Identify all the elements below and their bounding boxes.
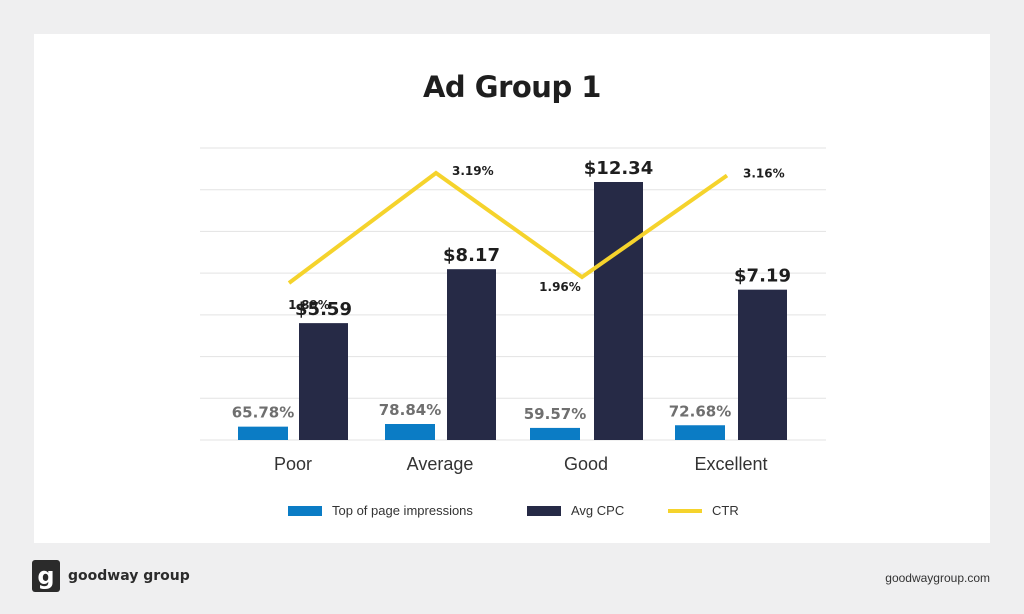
ctr-data-label: 3.16% (743, 167, 785, 181)
goodway-logo-icon: g (32, 560, 60, 592)
avg-cpc-data-label: $8.17 (443, 245, 500, 266)
avg-cpc-bar (447, 269, 496, 440)
x-tick-label: Average (407, 454, 474, 474)
avg-cpc-data-label: $5.59 (295, 299, 352, 320)
impressions-data-label: 59.57% (524, 405, 586, 423)
legend-label: Top of page impressions (332, 503, 473, 518)
avg-cpc-data-label: $7.19 (734, 266, 791, 287)
ctr-series-line (287, 170, 729, 285)
avg-cpc-bar (738, 289, 787, 440)
avg-cpc-bar (594, 182, 643, 440)
legend-swatch (288, 506, 322, 516)
ctr-data-label: 3.19% (452, 164, 494, 178)
avg-cpc-data-label: $12.34 (584, 158, 653, 179)
x-tick-label: Poor (274, 454, 312, 474)
ctr-data-label: 1.96% (539, 280, 581, 294)
impressions-data-label: 78.84% (379, 401, 441, 419)
brand-url: goodwaygroup.com (885, 571, 990, 585)
legend-label: Avg CPC (571, 503, 624, 518)
chart-card (34, 34, 990, 543)
avg-cpc-bar (299, 323, 348, 440)
x-tick-label: Excellent (694, 454, 767, 474)
impressions-bar (675, 425, 725, 440)
impressions-bar (238, 426, 288, 440)
impressions-bar (385, 424, 435, 440)
brand-name: goodway group (68, 568, 190, 584)
x-tick-label: Good (564, 454, 608, 474)
brand-logo: g goodway group (32, 560, 190, 592)
impressions-bar (530, 427, 580, 440)
ctr-data-label: 1.89% (288, 298, 330, 312)
chart-title: Ad Group 1 (422, 70, 602, 104)
legend-label: CTR (712, 503, 739, 518)
impressions-data-label: 65.78% (232, 404, 294, 422)
legend-swatch (527, 506, 561, 516)
impressions-data-label: 72.68% (669, 402, 731, 420)
